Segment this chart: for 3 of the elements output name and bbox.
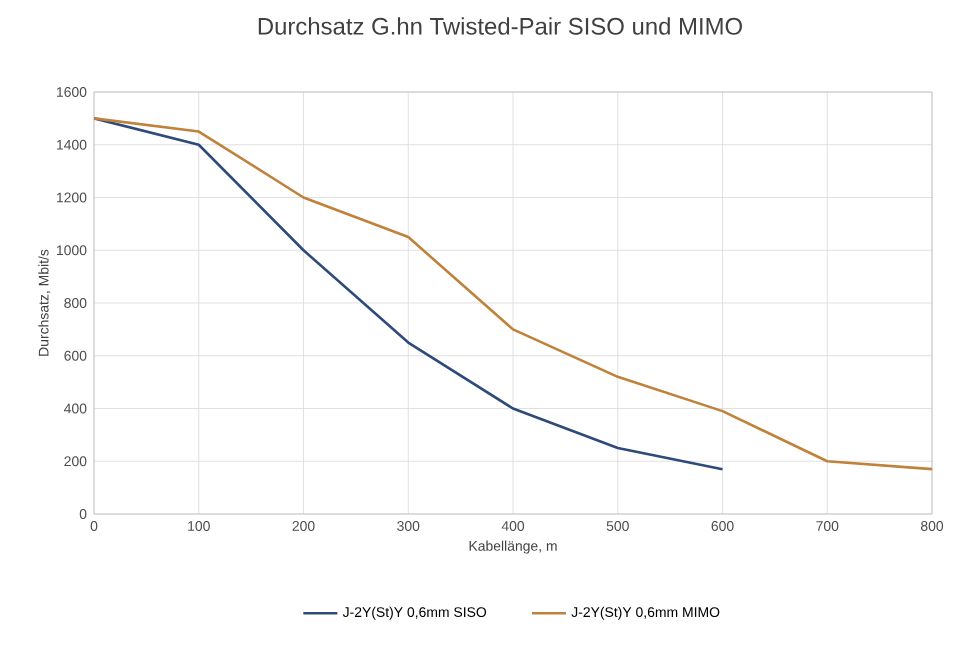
line-series [94,117,724,471]
line-series [94,117,933,471]
chart-title: Durchsatz G.hn Twisted-Pair SISO und MIMO [258,17,742,35]
